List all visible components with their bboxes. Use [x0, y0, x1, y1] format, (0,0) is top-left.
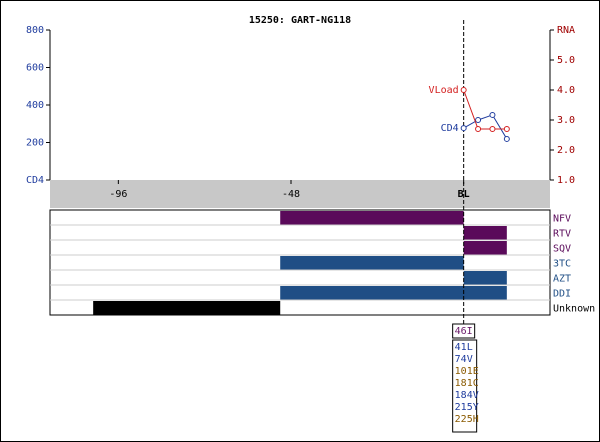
x-tick-label: -48 [282, 189, 300, 200]
series-line [463, 89, 507, 130]
y-tick-label: 800 [26, 25, 44, 36]
x-tick-label: -96 [109, 189, 127, 200]
series-point [475, 126, 482, 132]
mutation-label: 184V [455, 390, 479, 401]
drug-bar [93, 301, 281, 315]
mutation-label: 181C [455, 378, 479, 389]
series-line [463, 114, 508, 140]
drug-bar [463, 226, 507, 240]
drug-label: Unknown [553, 304, 595, 315]
drug-label: RTV [553, 229, 571, 240]
drug-label: 3TC [553, 259, 571, 270]
series-point [460, 87, 467, 93]
y-tick-label: 200 [26, 138, 44, 149]
drug-label: AZT [553, 274, 571, 285]
mutation-box [452, 339, 478, 433]
drug-label: NFV [553, 214, 571, 225]
series-point [460, 125, 467, 132]
mutation-label: 215Y [455, 402, 479, 413]
drug-bar [280, 256, 464, 270]
series-label: CD4 [441, 123, 459, 134]
mutation-label: 74V [455, 354, 473, 365]
series-point [503, 126, 510, 132]
y-tick-label: CD4 [26, 175, 44, 186]
y-tick-label: 400 [26, 100, 44, 111]
drug-label: DDI [553, 289, 571, 300]
y2-tick-label: 2.0 [557, 145, 575, 156]
drug-bar [463, 241, 507, 255]
chart-title: 15250: GART-NG118 [249, 15, 351, 26]
series-point [489, 126, 496, 132]
y2-tick-label: 1.0 [557, 175, 575, 186]
drug-bar [280, 286, 507, 300]
mutation-label: 41L [455, 342, 473, 353]
drug-label: SQV [553, 244, 571, 255]
mutation-label: 46I [455, 326, 473, 337]
y2-tick-label: 3.0 [557, 115, 575, 126]
drug-bar [463, 271, 507, 285]
mutation-box [452, 323, 476, 339]
y2-tick-label: 4.0 [557, 85, 575, 96]
y2-tick-label: 5.0 [557, 55, 575, 66]
series-point [475, 117, 482, 123]
y2-tick-label: RNA [557, 25, 575, 36]
series-point [489, 111, 496, 118]
drug-bar [280, 211, 464, 225]
mutation-label: 101E [455, 366, 479, 377]
mutation-label: 225H [455, 414, 479, 425]
y-tick-label: 600 [26, 63, 44, 74]
series-label: VLoad [429, 85, 459, 96]
series-point [503, 135, 510, 142]
time-band [50, 180, 550, 208]
